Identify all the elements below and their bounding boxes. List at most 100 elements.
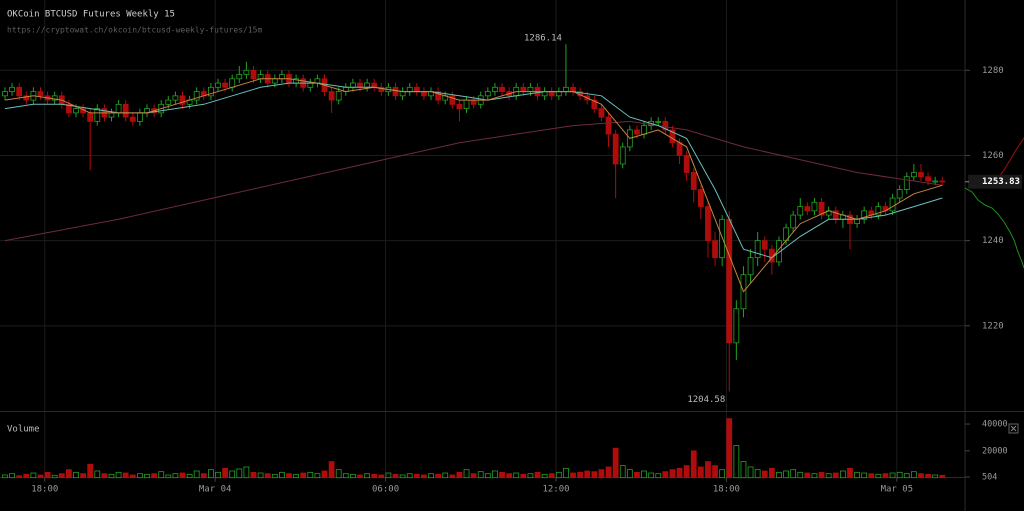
candle-body [705,206,711,242]
volume-bar [137,473,143,479]
x-tick-label: Mar 04 [199,485,232,495]
volume-bar [250,471,257,479]
volume-bar [783,470,789,479]
candle-body [129,116,136,122]
volume-bar [222,467,228,479]
candle-body [619,146,626,165]
candle-body [137,112,143,122]
volume-bar [158,471,165,479]
volume-bar [697,466,704,479]
volume-bar [882,473,889,479]
candle-body [563,86,569,92]
volume-bar [264,473,271,479]
grid [0,0,965,478]
volume-bar [406,473,413,479]
candle-body [250,69,257,80]
volume-bar [932,474,939,479]
candle-body [683,155,690,173]
candle-body [413,86,420,92]
candle-body [492,86,498,92]
volume-bar [733,445,740,479]
volume-bar [307,471,314,479]
volume-bar [918,473,924,479]
candle-body [804,206,811,212]
candle-body [392,86,399,97]
volume-bar [279,471,285,479]
volume-bar [129,474,136,479]
volume-bar [172,473,179,479]
volume-bar [925,473,931,479]
candle-body [754,240,761,259]
candle-body [797,206,804,216]
y-tick-label: 1280 [982,66,1004,76]
volume-bar [456,471,463,479]
high-annotation: 1286.14 [524,34,562,44]
candle-body [662,120,669,131]
indicator-line [4,120,943,242]
candle-body [236,74,243,80]
candle-body [605,116,612,135]
candle-body [463,99,470,110]
volume-bar [818,471,825,479]
volume-bar [903,473,910,479]
volume-bar [449,474,456,479]
volume-bar [662,471,669,479]
candle-body [115,103,122,114]
candle-body [811,201,818,212]
x-tick-label: 12:00 [542,485,569,495]
candle-body [761,240,768,250]
y-tick-label: 1220 [982,321,1004,331]
volume-bar [151,473,157,479]
candle-body [399,91,406,97]
volume-bar [44,471,51,479]
volume-bar [357,474,363,479]
volume-bar [243,466,250,479]
candle-body [697,189,704,207]
candle-body [484,91,491,97]
candle-body [676,142,683,156]
volume-bar [179,472,186,479]
candle-body [16,86,23,97]
volume-bar [58,473,65,479]
volume-bar [776,471,782,479]
candle-body [271,78,278,84]
candle-body [910,172,917,178]
volume-tick-label: 504 [982,473,997,483]
candle-body [456,103,463,110]
candle-body [193,91,200,101]
volume-bar [690,450,697,479]
volume-bar [527,473,534,479]
volume-bar [80,473,86,479]
volume-bar [87,463,94,479]
volume-bar [520,473,527,479]
volume-bar [669,469,676,479]
volume-bar [236,468,243,479]
candle-body [889,197,896,212]
volume-bar [506,473,513,479]
volume-bar [747,466,754,479]
low-annotation: 1204.58 [687,395,725,405]
candle-body [641,125,647,135]
volume-bar [712,465,718,479]
volume-bar [186,473,193,479]
volume-bar [513,472,520,479]
volume-bar [648,472,655,479]
candle-body [790,214,797,229]
volume-bar [577,471,584,479]
volume-bar [428,473,434,479]
close-icon[interactable] [1008,423,1019,434]
volume-bar [839,470,846,479]
candle-body [421,91,427,97]
candle-body [108,112,115,118]
volume-tick-label: 20000 [982,446,1008,456]
candle-body [634,129,640,135]
candle-body [9,86,15,92]
volume-bar [804,472,811,479]
volume-bar [939,474,946,479]
candle-body [527,86,534,92]
volume-bar [328,461,335,479]
volume-bar [421,474,427,479]
volume-bar [598,469,605,479]
candle-body [51,95,58,101]
